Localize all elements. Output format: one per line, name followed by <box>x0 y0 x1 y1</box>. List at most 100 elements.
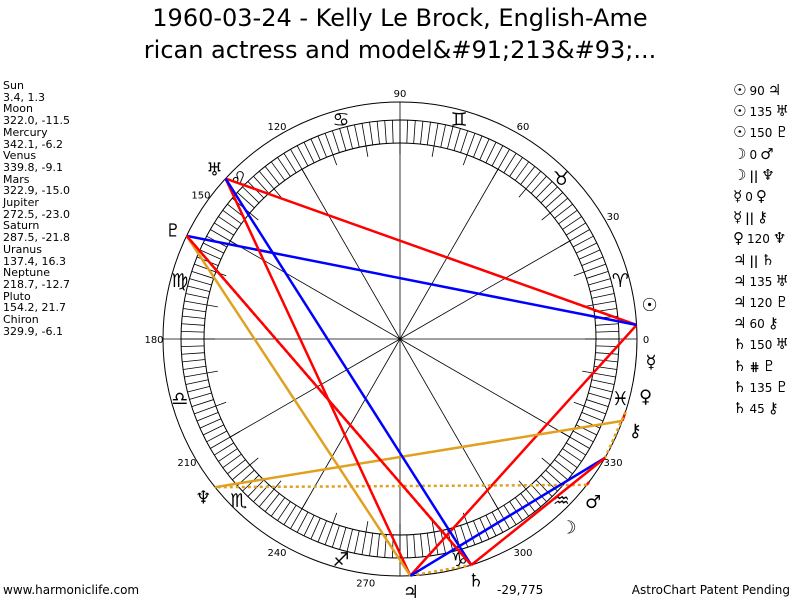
degree-tick <box>346 529 353 552</box>
degree-label: 270 <box>356 579 375 590</box>
planet-name: Chiron <box>3 313 39 327</box>
degree-tick <box>264 166 280 185</box>
degree-tick <box>578 418 601 429</box>
website-link[interactable]: www.harmoniclife.com <box>3 583 140 597</box>
degree-tick <box>573 401 606 415</box>
planet-glyph: ☿ <box>733 208 743 227</box>
degree-tick <box>185 293 209 299</box>
degree-tick <box>431 521 439 555</box>
degree-tick <box>479 138 490 161</box>
aspect-list: ☉ 90 ♃ ☉ 135 ♅ ☉ 150 ♇ ☽ 0 ♂ ☽ || ♆ ☿ 0 ♀ ☿ || ⚷ ♀ 120 ♆ ♃ || ♄ ♃ 13… <box>733 80 789 419</box>
degree-tick <box>462 512 476 545</box>
degree-tick <box>591 379 615 385</box>
degree-tick <box>491 145 504 167</box>
planet-position: 329.9, -6.1 <box>3 324 63 338</box>
degree-tick <box>590 386 613 393</box>
degree-tick <box>303 514 315 537</box>
degree-tick <box>572 235 594 248</box>
planet-glyph: ☿ <box>733 187 743 206</box>
degree-tick <box>354 530 360 554</box>
degree-tick <box>277 501 291 521</box>
aspect-line <box>409 456 606 577</box>
aspect-type: 150 <box>749 126 773 141</box>
planet-glyph: ⚷ <box>756 208 768 227</box>
planet-glyph: ♅ <box>775 102 789 121</box>
planet-glyph: ♇ <box>775 377 789 396</box>
degree-label: 60 <box>517 122 530 133</box>
planet-glyph: ♄ <box>733 377 747 396</box>
aspect-type: 150 <box>749 338 773 353</box>
degree-tick <box>413 120 416 144</box>
planet-name: Neptune <box>3 266 51 280</box>
degree-tick <box>541 457 569 481</box>
degree-tick <box>324 512 338 545</box>
planet-name: Venus <box>3 149 37 163</box>
aspect-row: ♃ || ♄ <box>733 250 789 271</box>
planet-name: Mercury <box>3 125 48 139</box>
aspect-type: 60 <box>749 317 765 332</box>
zodiac-sign-icon: ♍ <box>171 270 188 292</box>
degree-tick <box>227 459 246 475</box>
degree-tick <box>258 480 282 508</box>
planet-glyph: ♃ <box>767 81 782 99</box>
planet-sun-icon: ☉ <box>641 295 657 316</box>
degree-tick <box>191 399 214 408</box>
degree-label: 300 <box>513 548 532 559</box>
degree-tick <box>545 192 564 209</box>
degree-tick <box>391 120 394 144</box>
planet-glyph: ⚷ <box>767 314 779 333</box>
degree-tick <box>310 138 321 161</box>
degree-tick <box>562 448 582 462</box>
aspect-type: || <box>749 168 759 183</box>
degree-tick <box>554 459 573 475</box>
aspect-type: 135 <box>749 274 773 289</box>
aspect-type: || <box>749 253 759 268</box>
planet-position: 154.2, 21.7 <box>3 301 66 315</box>
aspect-row: ☉ 150 ♇ <box>733 122 789 143</box>
aspect-type: 135 <box>749 380 773 395</box>
degree-tick <box>247 479 265 497</box>
degree-tick <box>324 133 338 166</box>
degree-tick <box>535 181 553 199</box>
degree-tick <box>473 135 483 158</box>
aspect-row: ♃ 60 ⚷ <box>733 313 789 334</box>
degree-tick <box>202 424 225 436</box>
aspect-type: 120 <box>749 296 773 311</box>
spoke-line <box>301 338 401 509</box>
degree-tick <box>473 520 483 543</box>
planet-position: 339.8, -9.1 <box>3 160 63 174</box>
planet-mars-icon: ♂ <box>585 492 601 513</box>
degree-tick <box>183 365 206 370</box>
planet-position: 137.4, 16.3 <box>3 254 66 268</box>
zodiac-sign-icon: ♈ <box>612 270 629 292</box>
planet-glyph: ♄ <box>761 250 775 269</box>
degree-tick <box>535 479 553 497</box>
degree-tick <box>440 530 446 554</box>
degree-tick <box>376 533 380 557</box>
degree-tick <box>310 517 321 540</box>
aspect-row: ♀ 120 ♆ <box>733 228 789 249</box>
degree-tick <box>530 484 547 503</box>
degree-tick <box>595 330 619 333</box>
zodiac-sign-icon: ♊ <box>450 109 467 131</box>
aspect-line <box>214 419 623 489</box>
patent-note: AstroChart Patent Pending <box>631 583 790 597</box>
planet-position: 342.1, -6.2 <box>3 137 63 151</box>
degree-tick <box>317 135 327 158</box>
degree-tick <box>361 123 369 157</box>
degree-tick <box>566 442 586 456</box>
planet-position: 218.7, -12.7 <box>3 277 70 291</box>
degree-label: 150 <box>191 190 210 201</box>
aspect-row: ☽ 0 ♂ <box>733 144 789 165</box>
degree-tick <box>214 222 234 236</box>
degree-tick <box>194 401 227 415</box>
degree-tick <box>199 418 222 429</box>
degree-tick <box>406 120 409 144</box>
aspect-type: ⋕ <box>749 359 760 374</box>
degree-tick <box>376 121 380 145</box>
planet-glyph: ♇ <box>762 356 776 375</box>
aspect-type: 90 <box>749 84 765 98</box>
aspect-line <box>410 563 472 578</box>
degree-label: 120 <box>267 122 286 133</box>
degree-tick <box>185 379 209 385</box>
